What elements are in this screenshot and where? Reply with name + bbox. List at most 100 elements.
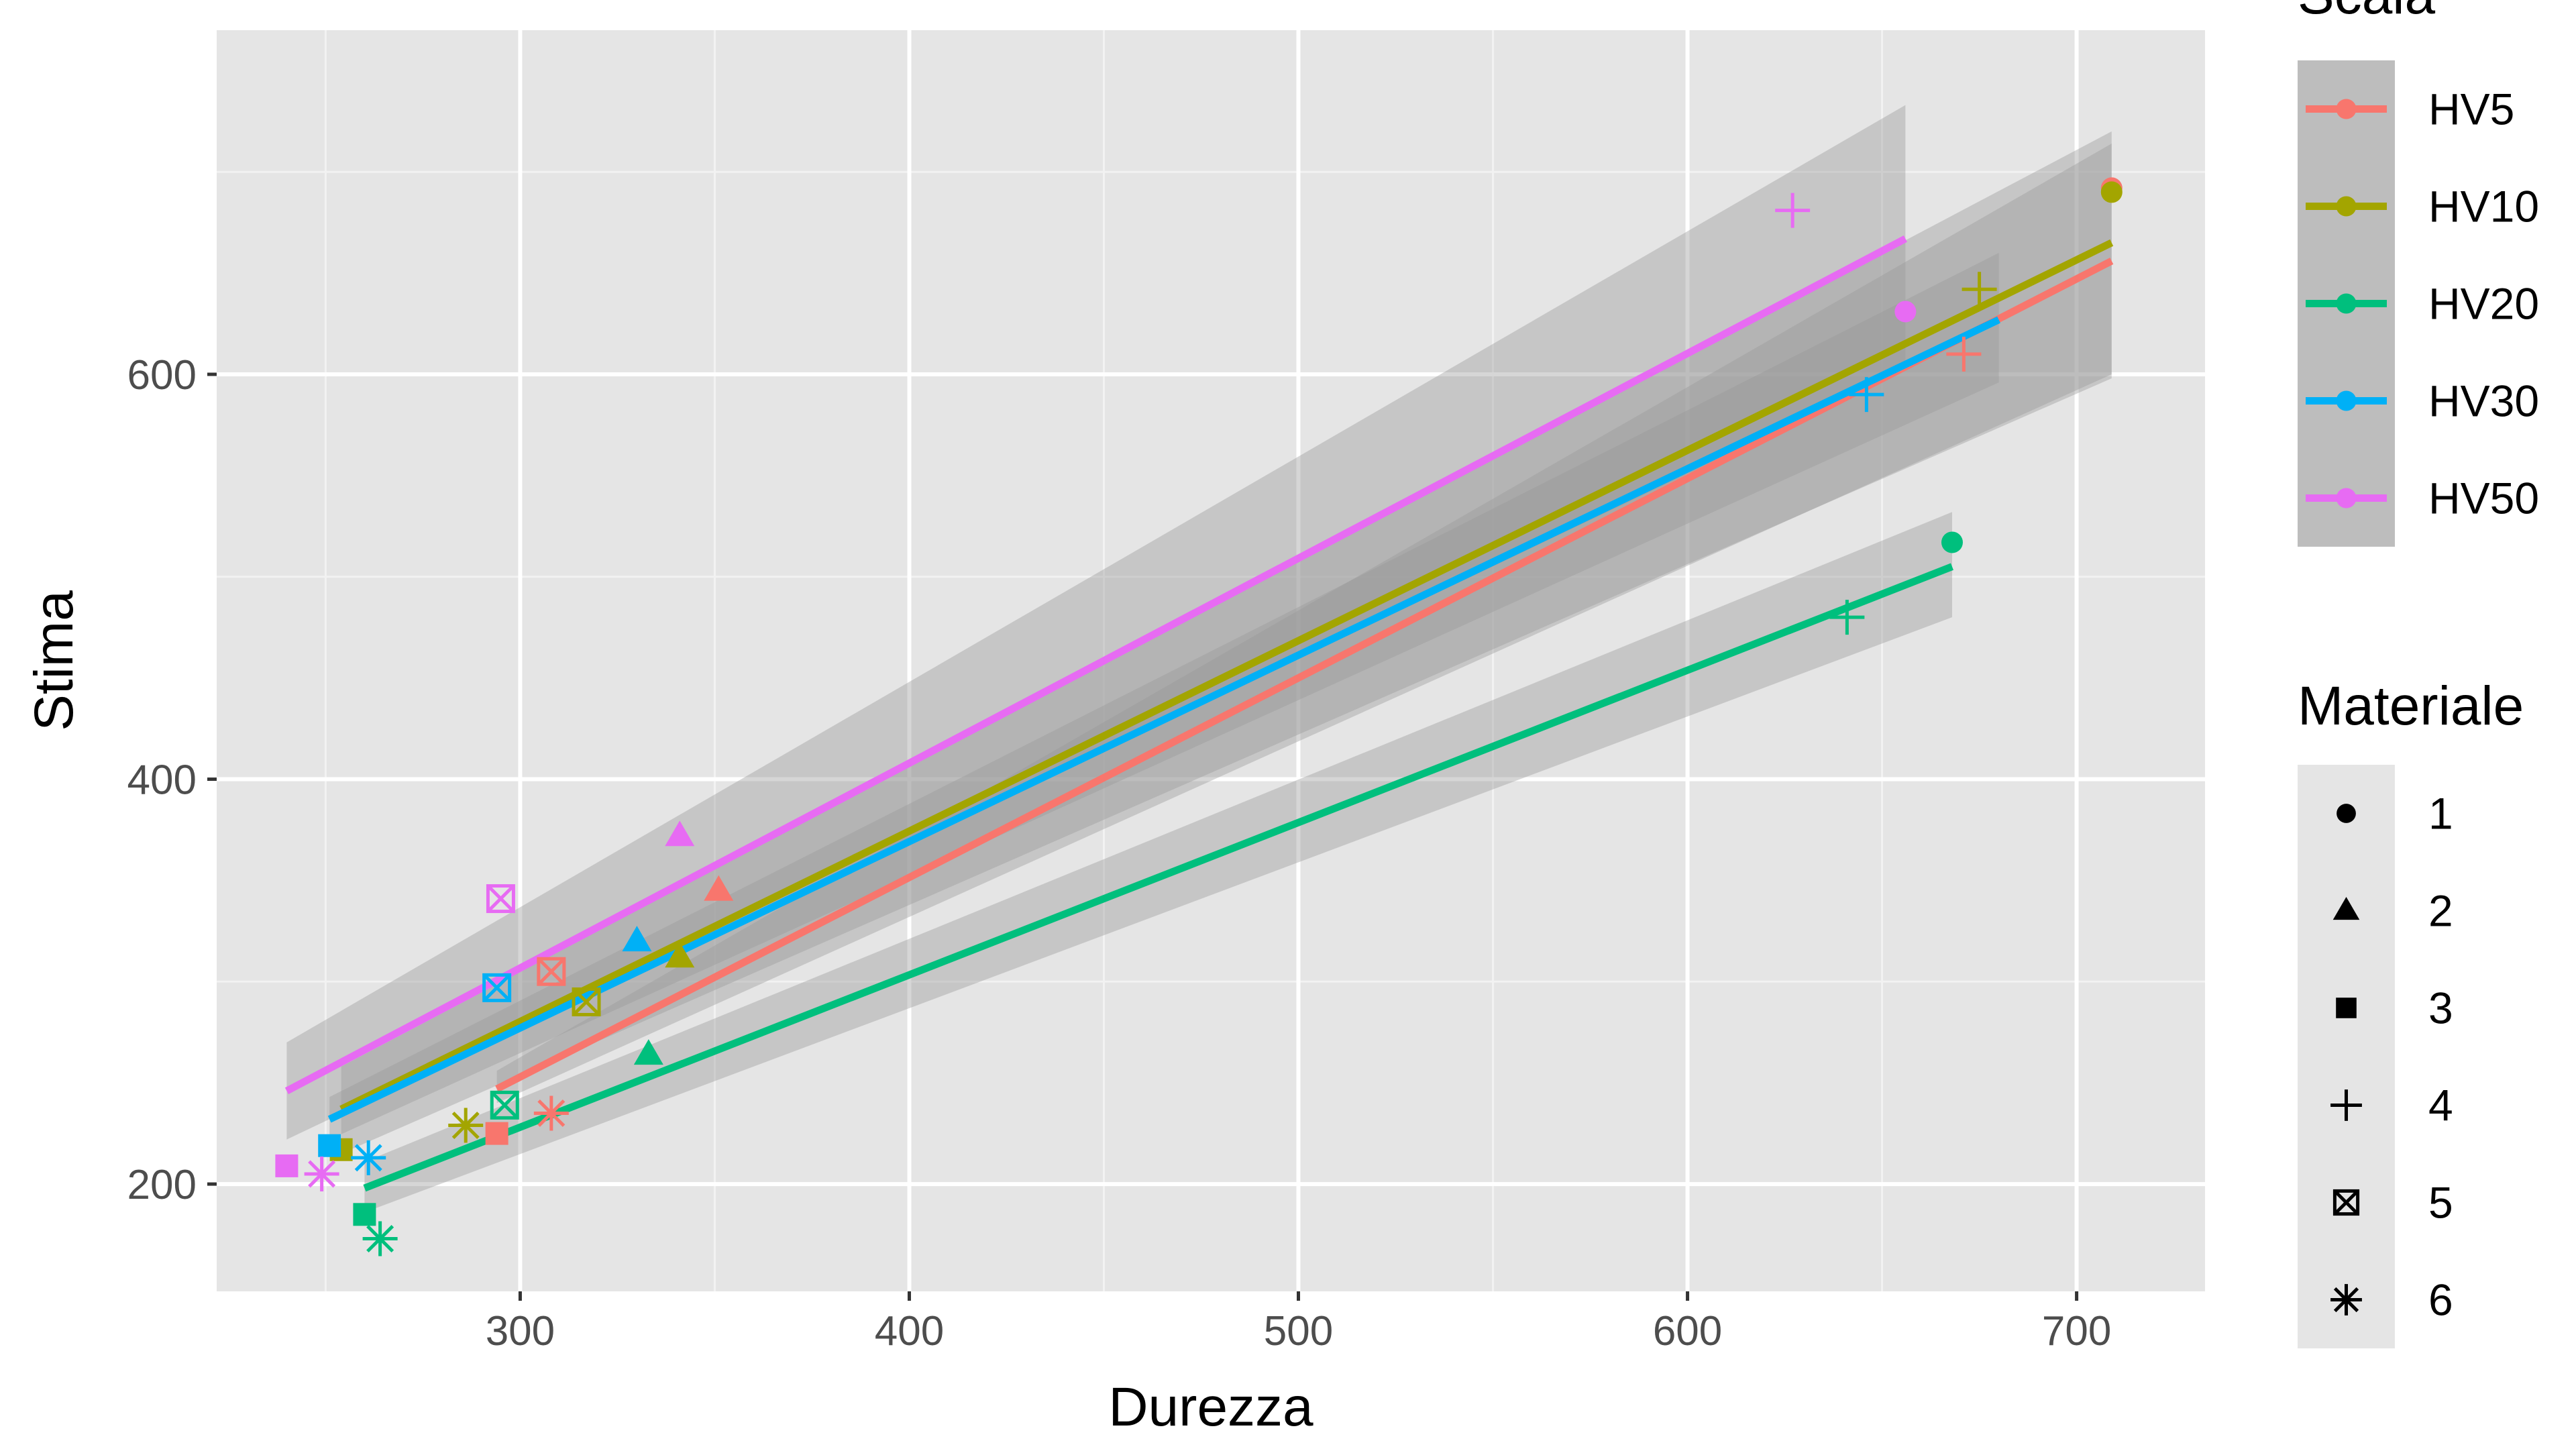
marker-square-outline [482, 973, 512, 1002]
data-point-hv5 [485, 1122, 508, 1145]
grid-lines [217, 30, 2205, 1291]
marker-ast-d2 [308, 1160, 336, 1188]
marker-cross-b [572, 987, 600, 1016]
data-point-hv50 [665, 820, 695, 847]
data-point-hv20 [633, 1039, 663, 1065]
marker-cross-b [486, 884, 515, 913]
data-point-hv5 [704, 875, 734, 901]
data-point-hv30 [482, 973, 512, 1002]
y-tick-label: 600 [127, 352, 197, 398]
marker-triangle [704, 875, 734, 901]
legend-scala-title: Scala [2298, 0, 2436, 25]
fit-lines [284, 235, 2114, 1192]
marker-square [318, 1134, 341, 1157]
data-points [275, 177, 2123, 1256]
x-tick-label: 500 [1264, 1308, 1333, 1354]
marker-circle [1941, 531, 1963, 553]
x-tick-label: 300 [486, 1308, 555, 1354]
data-point-hv10 [1962, 272, 1997, 307]
fit-line-hv10 [339, 239, 2114, 1113]
fit-line-hv30 [327, 316, 2000, 1123]
fit-line-hv20 [363, 563, 1953, 1192]
axis-ticks: 300 400 500 600 700 200 400 600 [127, 352, 2112, 1354]
data-point-hv30 [351, 1140, 386, 1175]
marker-square-outline [537, 957, 566, 986]
data-point-hv10 [572, 987, 601, 1016]
legend-scala-label: HV10 [2428, 182, 2539, 231]
data-point-hv20 [1829, 600, 1865, 635]
legend-materiale-label: 2 [2428, 886, 2453, 936]
legend-key-dot [2336, 488, 2357, 508]
marker-square-outline [572, 987, 601, 1016]
marker-square [353, 1203, 376, 1226]
legend-key-shape [2332, 1189, 2360, 1216]
legend-materiale: Materiale 1 2 3 4 5 6 [2298, 676, 2524, 1348]
marker-square-outline [486, 884, 515, 914]
data-point-hv10 [2100, 181, 2123, 203]
marker-ast-d2 [537, 1099, 566, 1127]
confidence-band-hv5 [496, 143, 2112, 1104]
marker-square [2336, 998, 2357, 1018]
data-point-hv30 [318, 1134, 341, 1157]
fit-line-hv5 [495, 258, 2114, 1093]
data-point-hv10 [665, 942, 695, 968]
data-point-hv50 [304, 1156, 339, 1191]
fit-line-hv50 [284, 235, 1907, 1095]
marker-square-outline [490, 1090, 519, 1120]
marker-triangle [665, 820, 695, 847]
legend-scala-label: HV30 [2428, 376, 2539, 426]
legend-key-shape [2332, 896, 2360, 920]
marker-square [275, 1154, 299, 1177]
marker-triangle [2332, 896, 2360, 920]
marker-ast-d2 [354, 1144, 382, 1172]
plot-panel [217, 30, 2205, 1291]
marker-cross-b [537, 957, 566, 985]
legend-materiale-label: 4 [2428, 1081, 2453, 1130]
legend-scala-label: HV50 [2428, 474, 2539, 523]
marker-ast-d2 [2333, 1287, 2359, 1313]
x-tick-label: 400 [875, 1308, 944, 1354]
legend-key-shape [2337, 804, 2356, 823]
marker-triangle [622, 926, 652, 952]
legend-key-shape [2330, 1089, 2362, 1121]
confidence-band-hv20 [364, 512, 1952, 1213]
data-point-hv50 [1775, 193, 1811, 228]
data-point-hv50 [486, 884, 515, 914]
data-point-hv50 [1894, 301, 1917, 323]
marker-cross-b [2333, 1189, 2359, 1216]
data-point-hv20 [362, 1221, 398, 1256]
legend-key-dot [2336, 196, 2357, 217]
legend-scala: Scala HV5 HV10 HV20 HV30 HV50 [2298, 0, 2539, 547]
marker-square [485, 1122, 508, 1145]
data-point-hv30 [622, 926, 652, 952]
x-tick-label: 700 [2042, 1308, 2111, 1354]
marker-circle [2337, 804, 2356, 823]
legend-materiale-label: 5 [2428, 1178, 2453, 1228]
marker-triangle [665, 942, 695, 968]
marker-cross-b [490, 1091, 519, 1120]
legend-materiale-label: 6 [2428, 1275, 2453, 1325]
legend-key-dot [2336, 390, 2357, 411]
data-point-hv20 [1941, 531, 1963, 553]
data-point-hv50 [275, 1154, 299, 1177]
marker-cross-b [482, 973, 511, 1002]
y-tick-label: 400 [127, 757, 197, 804]
legend-scala-label: HV5 [2428, 85, 2514, 134]
legend-key-shape [2336, 998, 2357, 1018]
data-point-hv20 [490, 1090, 519, 1120]
marker-circle [1894, 301, 1917, 323]
data-point-hv10 [448, 1108, 484, 1143]
y-axis-title: Stima [23, 590, 85, 731]
legend-key-dot [2336, 293, 2357, 314]
legend-materiale-label: 1 [2428, 789, 2453, 839]
marker-circle [2100, 181, 2123, 203]
x-tick-label: 600 [1653, 1308, 1722, 1354]
legend-key-dot [2336, 99, 2357, 119]
data-point-hv30 [1849, 377, 1884, 413]
marker-triangle [633, 1039, 663, 1065]
data-point-hv5 [1946, 336, 1982, 372]
marker-ast-d2 [451, 1112, 480, 1140]
y-tick-label: 200 [127, 1162, 197, 1208]
legend-materiale-title: Materiale [2298, 676, 2524, 737]
